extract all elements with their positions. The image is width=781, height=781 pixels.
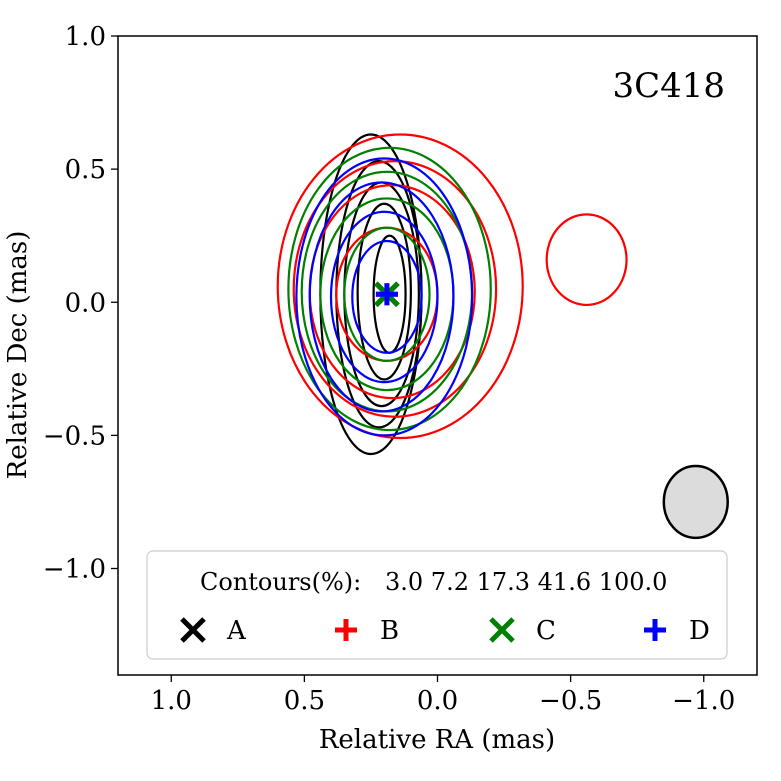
x-tick-label-2: 0.0 (417, 686, 458, 716)
peak-marker-d (375, 283, 398, 306)
x-axis-label: Relative RA (mas) (319, 725, 555, 755)
contour-d-level-2 (308, 181, 455, 413)
contour-d-level-4 (351, 239, 423, 354)
legend-marker-a-stroke-2 (180, 617, 206, 643)
y-tick-label-0: 1.0 (65, 22, 106, 52)
legend-marker-b (335, 619, 357, 641)
contour-b-secondary (545, 213, 628, 307)
legend-marker-a (180, 617, 206, 643)
legend-label-a: A (226, 616, 247, 646)
x-tick-label-1: 0.5 (284, 686, 325, 716)
legend-box (146, 550, 728, 660)
x-tick-label-4: −1.0 (672, 686, 735, 716)
legend-entries: A B C D (180, 616, 710, 646)
y-axis-label: Relative Dec (mas) (3, 231, 33, 480)
contour-c-level-1 (287, 146, 492, 432)
y-tick-label-2: 0.0 (65, 288, 106, 318)
legend-marker-c-stroke-2 (489, 617, 515, 643)
contour-b-level-2 (292, 160, 498, 418)
legend-contours-label: Contours(%): (200, 568, 361, 596)
beam-ellipse (662, 464, 729, 540)
legend: Contours(%): 3.0 7.2 17.3 41.6 100.0 A B C… (146, 550, 728, 660)
y-tick-label-3: −0.5 (43, 421, 106, 451)
legend-contours-values: 3.0 7.2 17.3 41.6 100.0 (385, 568, 667, 596)
contour-d-level-3 (329, 210, 439, 384)
contour-c-level-4 (343, 226, 431, 362)
source-name-label: 3C418 (612, 66, 725, 106)
y-tick-label-4: −1.0 (43, 555, 106, 585)
peak-marker-layer (374, 281, 400, 308)
x-tick-label-3: −0.5 (539, 686, 602, 716)
contour-a-level-4 (356, 202, 412, 381)
contour-layer (276, 133, 628, 456)
contour-d-level-1 (295, 157, 474, 437)
beam-layer (662, 464, 729, 540)
y-tick-label-1: 0.5 (65, 155, 106, 185)
legend-label-d: D (689, 616, 710, 646)
y-axis-ticks: 1.0 0.5 0.0 −0.5 −1.0 (43, 22, 118, 585)
legend-marker-d (644, 619, 666, 641)
x-tick-label-0: 1.0 (151, 686, 192, 716)
legend-marker-c (489, 617, 515, 643)
contour-b-level-1 (276, 133, 524, 440)
x-axis-ticks: 1.0 0.5 0.0 −0.5 −1.0 (151, 675, 735, 716)
legend-label-b: B (380, 616, 399, 646)
legend-label-c: C (536, 616, 556, 646)
